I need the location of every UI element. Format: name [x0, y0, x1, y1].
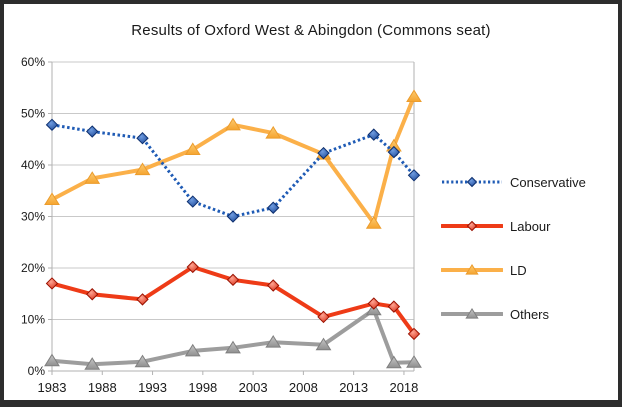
triangle-marker	[44, 192, 60, 206]
legend: Conservative Labour LD Others	[440, 173, 586, 323]
y-tick-label: 20%	[21, 261, 45, 275]
triangle-marker	[265, 335, 282, 348]
triangle-marker	[134, 162, 151, 176]
x-tick-label: 1983	[38, 380, 67, 395]
x-tick-label: 2013	[339, 380, 368, 395]
diamond-marker	[407, 169, 421, 182]
triangle-marker	[44, 353, 60, 367]
series-ld	[44, 89, 422, 229]
diamond-marker	[45, 118, 59, 132]
chart-plot: 0% 10% 20% 30% 40% 50% 60% 1983 1988 1993 1998 2003…	[21, 55, 422, 395]
x-tick-label: 2008	[289, 380, 318, 395]
y-tick-label: 10%	[21, 313, 45, 327]
diamond-marker	[407, 327, 421, 341]
triangle-marker	[315, 337, 332, 351]
legend-sample-conservative-icon	[441, 174, 503, 190]
triangle-marker	[134, 354, 151, 368]
diamond-marker	[86, 125, 99, 138]
diamond-marker	[317, 146, 330, 160]
y-tick-label: 0%	[28, 364, 46, 378]
y-tick-label: 40%	[21, 158, 45, 172]
x-tick-label: 1988	[88, 380, 117, 395]
diamond-marker	[136, 132, 149, 145]
y-tick-label: 30%	[21, 210, 45, 224]
diamond-marker	[267, 279, 280, 292]
diamond-marker	[387, 300, 401, 313]
legend-label-others: Others	[510, 306, 550, 322]
diamond-marker	[387, 145, 401, 159]
series-line	[51, 123, 416, 218]
triangle-marker	[225, 340, 241, 354]
legend-label-conservative: Conservative	[510, 174, 586, 190]
diamond-marker	[186, 195, 199, 208]
legend-sample-svg	[440, 220, 504, 232]
diamond-marker	[466, 176, 478, 188]
x-axis: 1983 1988 1993 1998 2003 2008 2013 2018	[38, 371, 418, 395]
diamond-marker	[45, 277, 59, 290]
legend-sample-svg	[440, 307, 504, 319]
x-tick-label: 2018	[389, 380, 418, 395]
legend-sample-svg	[440, 263, 504, 275]
y-tick-label: 60%	[21, 55, 45, 69]
diamond-marker	[317, 310, 330, 324]
diamond-marker	[226, 273, 240, 287]
x-tick-label: 1993	[138, 380, 167, 395]
legend-label-labour: Labour	[510, 218, 551, 234]
diamond-marker	[226, 210, 240, 223]
series-labour	[45, 260, 421, 341]
triangle-marker	[385, 355, 402, 369]
x-tick-label: 1998	[188, 380, 217, 395]
diamond-marker	[466, 220, 478, 232]
series-line	[50, 265, 416, 336]
y-tick-label: 50%	[21, 107, 45, 121]
triangle-marker	[465, 307, 479, 319]
legend-sample-svg	[442, 176, 502, 188]
legend-sample-labour-icon	[440, 218, 504, 234]
series-conservative	[45, 118, 421, 223]
diamond-marker	[136, 293, 149, 306]
series-line	[50, 94, 416, 226]
diamond-marker	[367, 128, 380, 141]
triangle-marker	[184, 343, 201, 357]
triangle-marker	[465, 263, 479, 275]
triangle-marker	[406, 89, 422, 103]
x-tick-label: 2003	[239, 380, 268, 395]
y-axis: 0% 10% 20% 30% 40% 50% 60%	[21, 55, 52, 378]
chart-title: Results of Oxford West & Abingdon (Commo…	[131, 22, 491, 39]
diamond-marker	[186, 260, 199, 274]
diamond-marker	[367, 297, 380, 310]
triangle-marker	[184, 142, 201, 156]
legend-item-ld: LD	[440, 261, 586, 279]
diamond-marker	[267, 201, 280, 214]
legend-sample-ld-icon	[440, 262, 504, 278]
legend-label-ld: LD	[510, 262, 527, 278]
series-line	[50, 307, 416, 367]
series-others	[44, 302, 422, 370]
legend-item-others: Others	[440, 305, 586, 323]
triangle-marker	[84, 171, 101, 184]
legend-item-conservative: Conservative	[441, 173, 586, 191]
legend-item-labour: Labour	[440, 217, 586, 235]
triangle-marker	[265, 125, 282, 139]
triangle-marker	[406, 355, 422, 368]
triangle-marker	[365, 216, 382, 229]
diamond-marker	[86, 288, 99, 301]
triangle-marker	[84, 357, 101, 370]
triangle-marker	[225, 117, 241, 131]
legend-sample-others-icon	[440, 306, 504, 322]
